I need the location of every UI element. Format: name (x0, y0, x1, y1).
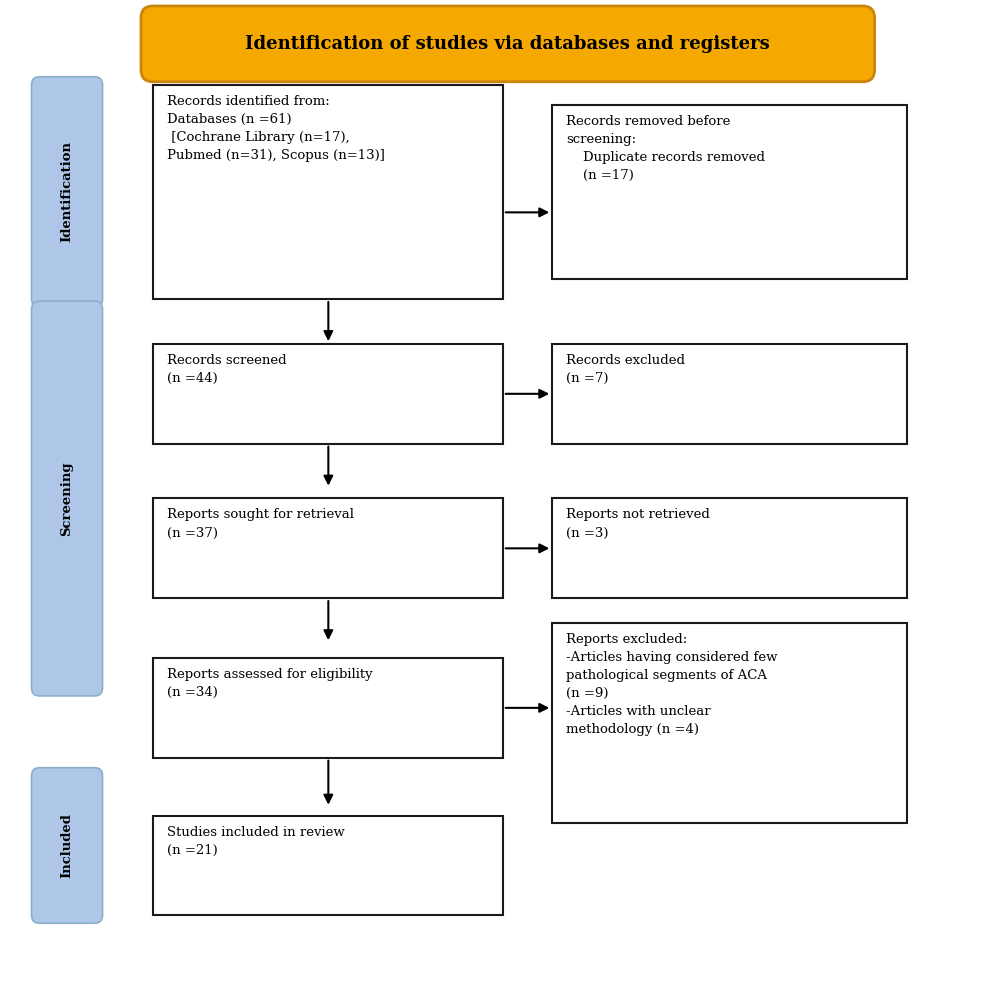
FancyBboxPatch shape (552, 105, 907, 279)
Text: Screening: Screening (60, 462, 74, 535)
Text: Reports excluded:
-Articles having considered few
pathological segments of ACA
(: Reports excluded: -Articles having consi… (566, 633, 778, 736)
FancyBboxPatch shape (153, 498, 503, 598)
FancyBboxPatch shape (153, 658, 503, 758)
Text: Reports assessed for eligibility
(n =34): Reports assessed for eligibility (n =34) (167, 668, 373, 699)
FancyBboxPatch shape (153, 816, 503, 915)
Text: Records identified from:
Databases (n =61)
 [Cochrane Library (n=17),
Pubmed (n=: Records identified from: Databases (n =6… (167, 95, 385, 162)
FancyBboxPatch shape (552, 498, 907, 598)
Text: Reports sought for retrieval
(n =37): Reports sought for retrieval (n =37) (167, 508, 354, 539)
FancyBboxPatch shape (32, 768, 103, 923)
FancyBboxPatch shape (153, 344, 503, 444)
Text: Studies included in review
(n =21): Studies included in review (n =21) (167, 826, 344, 856)
Text: Identification: Identification (60, 142, 74, 242)
Text: Identification of studies via databases and registers: Identification of studies via databases … (246, 35, 770, 53)
FancyBboxPatch shape (552, 344, 907, 444)
FancyBboxPatch shape (153, 85, 503, 299)
FancyBboxPatch shape (141, 6, 875, 82)
FancyBboxPatch shape (32, 301, 103, 696)
Text: Reports not retrieved
(n =3): Reports not retrieved (n =3) (566, 508, 710, 539)
FancyBboxPatch shape (552, 623, 907, 823)
Text: Records excluded
(n =7): Records excluded (n =7) (566, 354, 685, 385)
FancyBboxPatch shape (32, 77, 103, 307)
Text: Records screened
(n =44): Records screened (n =44) (167, 354, 286, 385)
Text: Included: Included (60, 813, 74, 878)
Text: Records removed before
screening:
    Duplicate records removed
    (n =17): Records removed before screening: Duplic… (566, 115, 765, 181)
